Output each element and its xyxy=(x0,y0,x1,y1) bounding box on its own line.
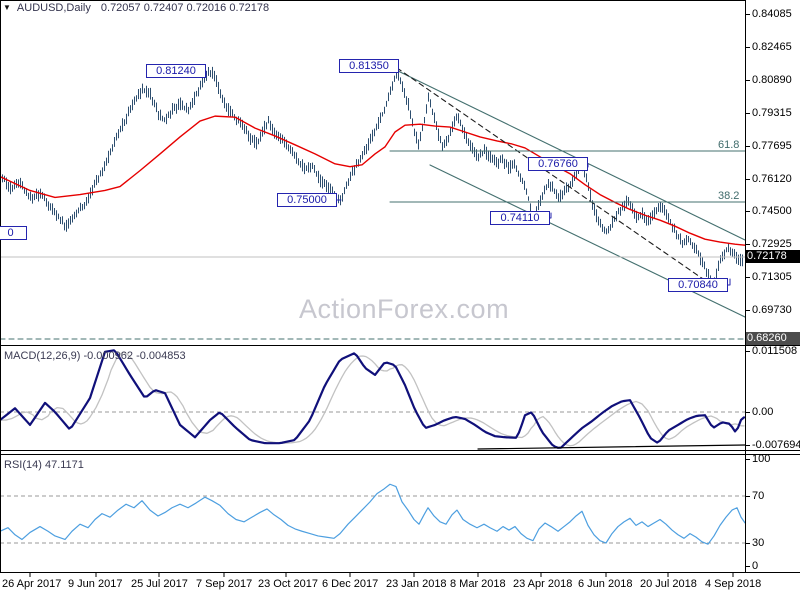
price-level-tag: 0.74110 xyxy=(490,211,550,225)
price-axis-label: 0.77695 xyxy=(752,140,792,152)
price-tag-connectors xyxy=(200,65,731,286)
date-axis-label: 25 Jul 2017 xyxy=(131,578,188,590)
falling-dashed-trendline xyxy=(396,67,707,282)
panel-borders xyxy=(0,0,800,577)
date-axis-label: 26 Apr 2017 xyxy=(2,578,62,590)
macd-signal-line xyxy=(1,351,745,447)
moving-average-line xyxy=(1,115,745,246)
ohlc-values: 0.72057 0.72407 0.72016 0.72178 xyxy=(100,2,270,14)
price-axis-label: 0.82465 xyxy=(752,41,792,53)
macd-axis-label: -0.007694 xyxy=(752,439,800,451)
date-axis-label: 8 Mar 2018 xyxy=(450,578,506,590)
price-level-tag: 0.81350 xyxy=(339,59,399,73)
current-price-axis-tag: 0.72178 xyxy=(746,250,800,263)
price-axis-label: 0.74500 xyxy=(752,205,792,217)
rsi-indicator-label: RSI(14) 47.1171 xyxy=(4,459,84,471)
symbol-period-label: AUDUSD,Daily xyxy=(16,2,91,14)
main-price-panel xyxy=(1,66,745,340)
fibonacci-level-label: 38.2 xyxy=(718,190,740,202)
price-axis-label: 0.79315 xyxy=(752,107,792,119)
macd-main-line xyxy=(1,349,745,449)
fibonacci-level-label: 61.8 xyxy=(718,139,740,151)
date-axis-label: 4 Sep 2018 xyxy=(705,578,762,590)
price-level-tag: 0.76760 xyxy=(528,157,588,171)
price-axis-label: 0.76120 xyxy=(752,173,792,185)
price-axis-label: 0.84085 xyxy=(752,8,792,20)
support-price-axis-tag: 0.68260 xyxy=(746,332,800,345)
date-axis-label: 9 Jun 2017 xyxy=(68,578,123,590)
macd-axis-label: 0.00 xyxy=(752,406,774,418)
rsi-axis-label: 100 xyxy=(752,453,771,465)
macd-indicator-label: MACD(12,26,9) -0.000962 -0.004853 xyxy=(4,350,186,362)
date-axis-label: 6 Dec 2017 xyxy=(322,578,379,590)
macd-panel xyxy=(1,349,745,450)
candlestick-series xyxy=(2,66,743,293)
price-level-tag: 0.75000 xyxy=(277,193,337,207)
symbol-dropdown-icon[interactable]: ▼ xyxy=(3,3,11,12)
price-axis-label: 0.72925 xyxy=(752,238,792,250)
rsi-axis-label: 70 xyxy=(752,490,765,502)
watermark: ActionForex.com xyxy=(299,294,510,324)
price-axis-label: 0.71305 xyxy=(752,271,792,283)
upper-channel-line xyxy=(395,69,745,241)
rsi-axis-label: 30 xyxy=(752,537,765,549)
price-axis-label: 0.80890 xyxy=(752,74,792,86)
date-axis-label: 23 Oct 2017 xyxy=(258,578,318,590)
price-level-tag: 0.70840 xyxy=(668,278,728,292)
macd-support-trendline xyxy=(477,444,745,450)
price-level-tag: 0.81240 xyxy=(146,64,206,78)
rsi-line xyxy=(1,483,745,545)
date-axis-label: 20 Jul 2018 xyxy=(640,578,697,590)
date-axis-label: 23 Apr 2018 xyxy=(513,578,573,590)
macd-axis-label: 0.011508 xyxy=(752,345,798,357)
date-axis-label: 6 Jun 2018 xyxy=(578,578,633,590)
date-axis-label: 23 Jan 2018 xyxy=(386,578,447,590)
chart-title-bar: ▼ AUDUSD,Daily 0.72057 0.72407 0.72016 0.7… xyxy=(3,2,269,14)
price-axis-label: 0.69730 xyxy=(752,304,792,316)
price-level-tag: 0 xyxy=(0,226,27,240)
rsi-panel xyxy=(1,483,745,545)
date-axis-label: 7 Sep 2017 xyxy=(196,578,253,590)
rsi-axis-label: 0 xyxy=(752,560,759,572)
